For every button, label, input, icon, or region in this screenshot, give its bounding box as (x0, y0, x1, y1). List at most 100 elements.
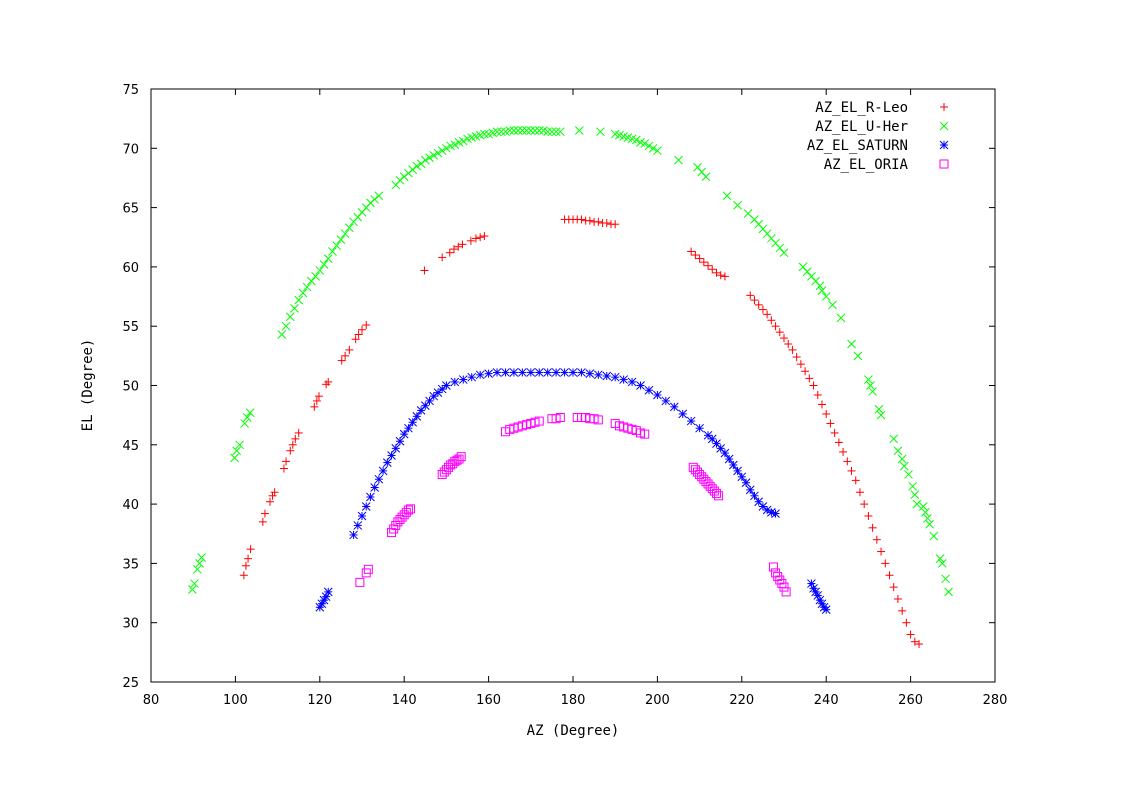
data-point (260, 509, 269, 518)
data-point (551, 127, 561, 137)
data-point (288, 440, 297, 449)
legend: AZ_EL_R-Leo AZ_EL_U-Her AZ_EL_SATURN AZ_EL_… (807, 100, 949, 173)
y-tick-label: 30 (122, 617, 139, 632)
data-point (513, 126, 523, 135)
data-point (232, 446, 242, 456)
data-point (593, 415, 603, 425)
data-point (910, 637, 919, 646)
data-point (399, 429, 409, 439)
y-tick-label: 40 (122, 498, 139, 513)
x-tick-label: 200 (645, 693, 670, 708)
data-point (302, 282, 312, 292)
data-point (412, 411, 422, 421)
y-axis-title: EL (Degree) (80, 339, 96, 432)
data-point (750, 296, 759, 305)
data-point (881, 559, 890, 568)
series-AZ_EL_R-Leo (239, 215, 924, 649)
data-point (450, 140, 460, 150)
data-point (912, 499, 922, 509)
data-point (779, 248, 789, 258)
data-point (577, 368, 586, 377)
data-point (294, 428, 303, 437)
data-point (729, 460, 738, 470)
data-point (851, 476, 860, 485)
data-point (889, 583, 898, 592)
data-point (792, 353, 801, 362)
data-point (425, 153, 434, 163)
data-point (496, 127, 506, 137)
data-point (801, 367, 810, 376)
data-point (357, 511, 367, 521)
data-point (195, 559, 204, 568)
data-point (712, 268, 721, 277)
y-axis: 25 30 35 40 45 50 55 60 65 70 75 (122, 83, 995, 691)
data-point (420, 155, 430, 165)
data-point (241, 561, 250, 570)
data-point (822, 409, 831, 418)
data-point (378, 466, 388, 476)
data-point (893, 446, 903, 456)
data-point (429, 151, 439, 160)
data-point (893, 594, 902, 603)
data-point (711, 488, 721, 498)
data-point (555, 413, 565, 423)
data-point (836, 313, 846, 323)
data-point (471, 234, 480, 243)
data-point (733, 200, 742, 210)
data-point (323, 587, 333, 597)
data-point (547, 127, 557, 137)
data-point (674, 155, 683, 165)
data-point (864, 375, 873, 384)
data-point (406, 504, 416, 514)
data-point (458, 136, 468, 146)
data-point (188, 585, 197, 594)
data-point (821, 605, 831, 615)
data-point (240, 419, 250, 428)
data-point (454, 454, 464, 464)
data-point (611, 220, 620, 229)
data-point (768, 562, 778, 572)
data-point (433, 148, 443, 158)
data-point (876, 410, 886, 420)
data-point (311, 272, 320, 281)
data-point (501, 368, 510, 377)
data-point (353, 521, 363, 530)
y-tick-label: 50 (122, 380, 139, 395)
data-point (534, 126, 544, 135)
data-point (701, 172, 711, 182)
data-point (754, 300, 763, 309)
data-point (828, 300, 837, 310)
data-point (781, 587, 791, 597)
data-point (245, 408, 255, 418)
data-point (366, 492, 375, 502)
data-point (874, 404, 884, 414)
data-point (442, 143, 451, 153)
data-point (925, 519, 934, 529)
data-point (843, 457, 852, 466)
data-point (648, 143, 658, 153)
data-point (619, 375, 628, 384)
data-point (509, 126, 519, 135)
y-tick-label: 60 (122, 261, 139, 276)
data-point (551, 368, 561, 377)
data-point (526, 368, 536, 377)
data-point (197, 553, 206, 562)
data-point (312, 396, 321, 405)
data-point (813, 390, 822, 399)
data-point (332, 241, 342, 250)
data-point (724, 454, 734, 464)
data-point (290, 304, 299, 313)
data-point (653, 146, 662, 156)
data-point (445, 248, 454, 257)
data-point (610, 372, 620, 382)
data-point (395, 436, 405, 446)
legend-label: AZ_EL_R-Leo (815, 100, 908, 116)
data-point (908, 481, 918, 491)
data-point (294, 295, 304, 305)
data-point (239, 571, 248, 580)
data-point (868, 387, 877, 396)
data-point (627, 377, 637, 387)
data-point (449, 245, 458, 254)
data-point (492, 127, 502, 137)
data-point (653, 390, 662, 400)
